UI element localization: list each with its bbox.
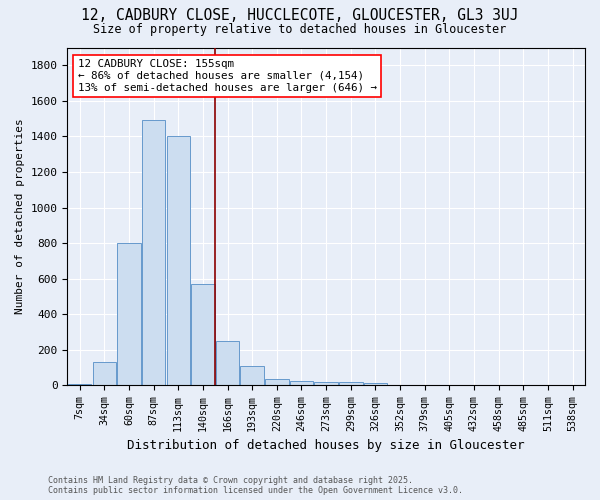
Bar: [216, 341, 239, 386]
X-axis label: Distribution of detached houses by size in Gloucester: Distribution of detached houses by size …: [127, 440, 525, 452]
Bar: [339, 382, 362, 386]
Bar: [241, 366, 264, 386]
Bar: [290, 381, 313, 386]
Bar: [314, 382, 338, 386]
Bar: [364, 383, 387, 386]
Text: Contains HM Land Registry data © Crown copyright and database right 2025.
Contai: Contains HM Land Registry data © Crown c…: [48, 476, 463, 495]
Text: 12, CADBURY CLOSE, HUCCLECOTE, GLOUCESTER, GL3 3UJ: 12, CADBURY CLOSE, HUCCLECOTE, GLOUCESTE…: [81, 8, 519, 22]
Bar: [413, 384, 436, 386]
Text: Size of property relative to detached houses in Gloucester: Size of property relative to detached ho…: [94, 22, 506, 36]
Bar: [117, 243, 140, 386]
Bar: [92, 362, 116, 386]
Bar: [388, 384, 412, 386]
Bar: [142, 120, 165, 386]
Text: 12 CADBURY CLOSE: 155sqm
← 86% of detached houses are smaller (4,154)
13% of sem: 12 CADBURY CLOSE: 155sqm ← 86% of detach…: [77, 60, 377, 92]
Y-axis label: Number of detached properties: Number of detached properties: [15, 118, 25, 314]
Bar: [68, 384, 91, 386]
Bar: [167, 136, 190, 386]
Bar: [265, 379, 289, 386]
Bar: [191, 284, 215, 386]
